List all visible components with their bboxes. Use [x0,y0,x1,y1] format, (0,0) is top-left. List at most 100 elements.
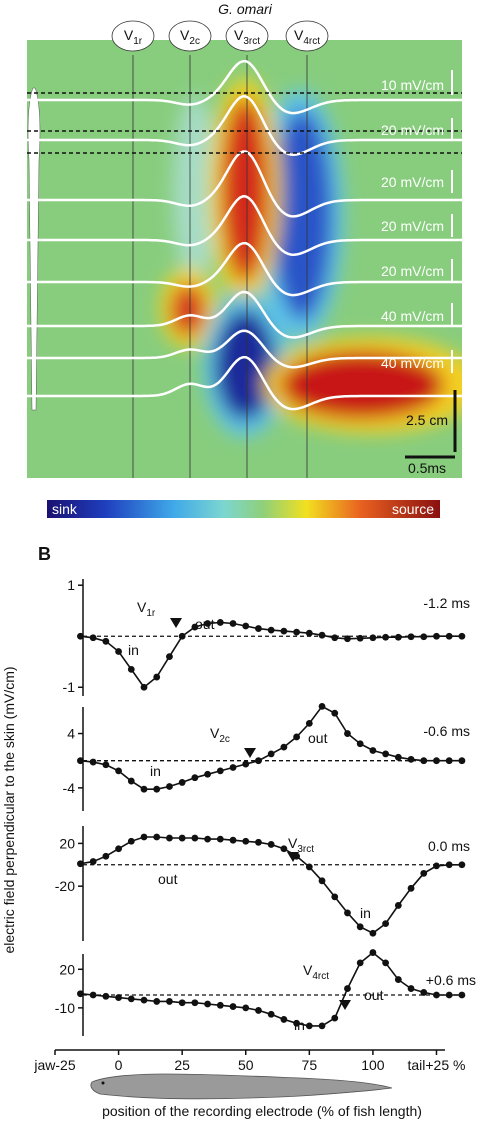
data-point [166,653,173,661]
out-label: out [308,730,328,746]
field-trace [27,329,462,369]
y-tick-label: -10 [55,1000,75,1016]
data-point [458,632,466,640]
data-point [420,757,428,765]
data-point [127,777,135,785]
time-label: -1.2 ms [423,595,470,611]
data-point [382,633,390,641]
data-point [445,991,453,999]
data-point [242,837,250,845]
in-label: in [360,905,371,921]
electrode-badge [285,20,329,52]
data-point [255,1007,262,1014]
data-point [255,625,262,632]
crossing-label-main: V [303,962,313,978]
data-point [445,632,453,640]
data-point [369,949,377,956]
data-point [344,909,351,917]
y-tick-label: -1 [63,679,76,695]
x-tick-label: 100 [361,1057,385,1073]
data-point [229,620,237,627]
data-point [77,632,84,640]
data-point [356,740,364,748]
crossing-arrow [287,852,299,862]
data-point [115,994,122,1001]
data-point [89,758,97,766]
data-point [204,770,211,778]
data-point [102,761,110,769]
data-point [433,757,440,765]
field-trace [27,150,462,218]
scale-label: 20 mV/cm [381,122,444,138]
colorbar-high: source [392,501,434,517]
crossing-label-main: V [288,835,298,851]
data-point [420,633,428,641]
data-point [242,1004,250,1012]
data-point [115,767,122,775]
data-line [80,836,462,935]
data-point [458,757,466,765]
data-point [344,985,351,992]
x-axis-label: position of the recording electrode (% o… [102,1103,422,1119]
in-label: in [128,642,139,658]
electrode-label: V4rct [294,27,320,47]
data-point [140,833,148,841]
crossing-arrow [244,748,256,758]
electrode-label: V2c [180,27,200,47]
y-tick-label: 20 [59,961,75,977]
data-point [102,637,110,645]
data-point [445,861,453,869]
in-label: in [294,1017,305,1033]
crossing-label-sub: 1r [146,608,156,619]
data-point [267,1010,275,1018]
data-line [80,705,462,790]
data-point [115,648,122,655]
data-point [382,920,390,928]
out-label: out [364,987,384,1003]
electrode-label: V1r [124,27,143,47]
electrode-label: V3rct [234,27,260,47]
crossing-label: V2c [210,725,230,745]
out-label: out [158,871,178,887]
data-point [394,902,402,909]
in-label: in [150,763,161,779]
crossing-label-sub: 4rct [312,971,329,982]
data-point [331,1014,339,1022]
crossing-arrow [339,1000,351,1010]
electrode-label-main: V [124,27,134,43]
data-point [216,619,224,626]
data-point [369,929,377,937]
time-label: -0.6 ms [423,723,470,739]
data-point [394,633,402,641]
data-point [433,632,440,640]
data-point [127,995,135,1003]
data-point [433,862,440,870]
data-point [229,1003,237,1010]
data-point [191,999,199,1007]
data-point [356,634,364,642]
data-point [191,834,199,842]
y-tick-label: -20 [55,878,75,894]
data-point [305,629,313,637]
data-point [77,990,84,998]
electrode-label-sub: 2c [189,36,200,47]
crossing-arrow [170,618,182,628]
data-point [242,760,250,768]
field-trace [27,241,462,297]
data-point [191,623,199,631]
data-point [458,861,466,869]
colorbar-low: sink [52,501,78,517]
data-point [255,838,262,846]
scale-label: 40 mV/cm [381,308,444,324]
data-point [305,1022,313,1030]
crossing-label: V1r [137,599,156,619]
panel-label: B [38,544,51,564]
field-trace [27,59,462,115]
x-tick-label: 50 [238,1057,254,1073]
data-point [77,860,84,868]
crossing-label-sub: 2c [219,734,230,745]
data-point [369,634,377,642]
x-tick-label: jaw-25 [33,1057,75,1073]
data-point [89,991,97,999]
data-point [204,1000,211,1008]
